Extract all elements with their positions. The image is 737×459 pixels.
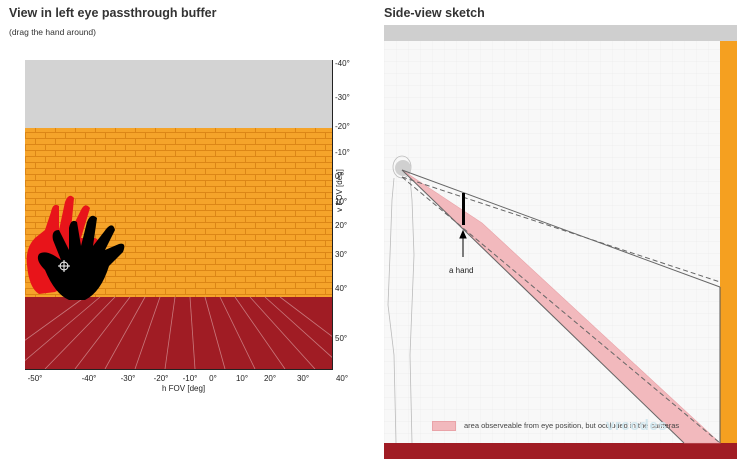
htick-label: 20° [263, 374, 277, 383]
htick-label: 30° [296, 374, 310, 383]
hand-label: a hand [449, 266, 474, 275]
htick-label: 0° [209, 374, 217, 383]
vtick-label: 30° [335, 250, 348, 259]
sky-region [25, 60, 332, 128]
hand-bar [462, 193, 465, 225]
horizontal-axis-label: h FOV [deg] [162, 384, 206, 393]
left-panel-title: View in left eye passthrough buffer [9, 6, 217, 20]
vertical-axis-label: v FOV [deg] [334, 169, 344, 212]
hand-eye-view [37, 215, 125, 300]
side-view-sketch [384, 25, 737, 459]
horizontal-axis [25, 369, 333, 370]
vtick-label: 50° [335, 334, 348, 343]
vtick-label: 40° [335, 284, 348, 293]
watermark: vrcodes [606, 417, 668, 434]
person-outline [387, 155, 415, 444]
side-wall [720, 41, 737, 459]
sight-lines [401, 169, 721, 444]
htick-label: -10° [182, 374, 198, 383]
vtick-label: -20° [335, 122, 350, 131]
vtick-label: -30° [335, 93, 350, 102]
ceiling-band [384, 25, 737, 41]
htick-label: -30° [120, 374, 136, 383]
vtick-label: 10° [335, 197, 348, 206]
hand-arrow [459, 229, 467, 257]
passthrough-view [25, 60, 332, 369]
person-head-device [395, 160, 411, 176]
vtick-label: -40° [335, 59, 350, 68]
legend-swatch [432, 421, 456, 431]
right-panel-title: Side-view sketch [384, 6, 485, 20]
floor-grid [25, 296, 332, 369]
drag-cursor [58, 260, 70, 272]
vertical-axis [332, 60, 333, 369]
vtick-label: 20° [335, 221, 348, 230]
camera-lines [401, 176, 721, 444]
legend-text: area observeable from eye position, but … [464, 421, 680, 430]
occlusion-area [401, 169, 721, 444]
htick-label: -20° [153, 374, 169, 383]
htick-label: -50° [27, 374, 43, 383]
vtick-label: -10° [335, 148, 350, 157]
htick-label: 10° [235, 374, 249, 383]
side-floor [384, 443, 737, 459]
drag-hint: (drag the hand around) [9, 27, 96, 37]
htick-label: 40° [335, 374, 349, 383]
vtick-label: 0° [335, 172, 343, 181]
floor-region [25, 297, 332, 369]
htick-label: -40° [81, 374, 97, 383]
